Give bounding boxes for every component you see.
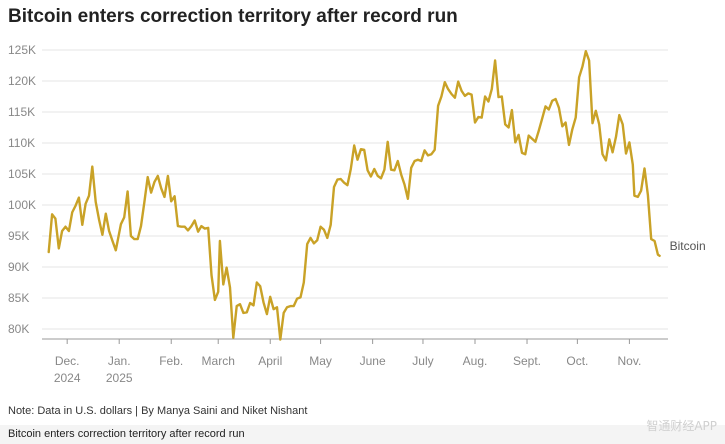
x-tick-label: May xyxy=(309,354,332,368)
y-tick-label: 125K xyxy=(8,43,36,57)
y-tick-label: 110K xyxy=(8,136,35,150)
x-tick-label: Oct. xyxy=(566,354,588,368)
gridlines xyxy=(42,49,668,340)
x-tick-label: Nov. xyxy=(618,354,642,368)
x-tick-label: Aug. xyxy=(463,354,488,368)
y-tick-label: 115K xyxy=(8,105,35,119)
x-tick-label: March xyxy=(202,354,235,368)
x-axis-ticks: Dec. 2024 Jan. 2025 Feb. March April May June Jul… xyxy=(54,339,641,385)
x-tick-year-label: 2024 xyxy=(54,371,81,385)
y-tick-label: 95K xyxy=(8,229,29,243)
y-tick-label: 90K xyxy=(8,260,29,274)
y-axis-ticks: 80K 85K 90K 95K 100K 105K 110K 115K 120K 125K xyxy=(8,43,36,336)
chart-title: Bitcoin enters correction territory afte… xyxy=(8,6,458,27)
y-tick-label: 85K xyxy=(8,291,29,305)
x-tick-label: Sept. xyxy=(513,354,541,368)
x-tick-year-label: 2025 xyxy=(106,371,133,385)
y-tick-label: 80K xyxy=(8,322,29,336)
chart-note: Note: Data in U.S. dollars | By Manya Sa… xyxy=(8,405,308,417)
series-layer: Bitcoin xyxy=(47,50,706,341)
x-tick-label: April xyxy=(258,354,282,368)
bitcoin-line-chart: 80K 85K 90K 95K 100K 105K 110K 115K 120K 125K Dec… xyxy=(8,43,706,385)
series-line-bitcoin xyxy=(47,50,661,341)
watermark: 智通财经APP xyxy=(646,419,717,433)
x-tick-label: Feb. xyxy=(159,354,183,368)
x-tick-label: Jan. xyxy=(108,354,131,368)
y-tick-label: 120K xyxy=(8,74,36,88)
x-tick-label: June xyxy=(360,354,386,368)
chart-caption: Bitcoin enters correction territory afte… xyxy=(8,428,245,440)
x-tick-label: July xyxy=(412,354,433,368)
caption-bar xyxy=(0,425,725,444)
x-tick-label: Dec. xyxy=(55,354,80,368)
series-label: Bitcoin xyxy=(670,239,706,253)
y-tick-label: 105K xyxy=(8,167,36,181)
y-tick-label: 100K xyxy=(8,198,36,212)
